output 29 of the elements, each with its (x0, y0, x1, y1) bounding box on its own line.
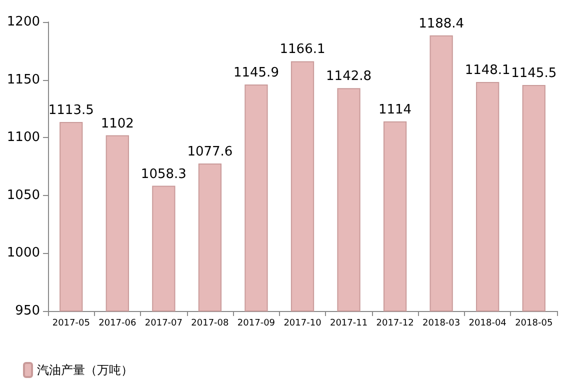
x-tick-label: 2017-12 (376, 318, 414, 328)
x-tick-label: 2018-04 (468, 318, 507, 328)
data-label: 1145.5 (511, 66, 557, 81)
x-tick-label: 2017-09 (237, 318, 276, 328)
y-tick-label: 1200 (6, 14, 40, 30)
data-label: 1113.5 (48, 102, 94, 118)
x-tick-label: 2017-10 (284, 318, 322, 328)
data-label: 1102 (100, 116, 134, 132)
x-tick-label: 2017-11 (330, 318, 368, 328)
x-tick-label: 2017-07 (144, 318, 182, 328)
x-tick-label: 2017-05 (52, 318, 90, 328)
data-label: 1145.9 (233, 66, 279, 81)
x-tick-label: 2017-08 (191, 318, 230, 328)
y-tick-label: 1050 (6, 188, 40, 203)
data-label: 1114 (378, 102, 412, 118)
data-label: 1142.8 (326, 69, 372, 84)
x-tick-label: 2018-05 (515, 318, 553, 328)
y-tick-label: 1150 (6, 72, 40, 88)
data-label: 1077.6 (187, 144, 233, 160)
x-tick-label: 2017-06 (98, 318, 136, 328)
legend-label: 汽油产量（万吨） (37, 363, 133, 377)
y-tick-label: 1100 (6, 130, 40, 146)
x-tick-label: 2018-03 (422, 318, 460, 328)
data-label: 1148.1 (464, 62, 510, 78)
data-label: 1166.1 (280, 42, 326, 58)
data-label: 1188.4 (418, 16, 464, 32)
y-tick-label: 1000 (6, 246, 40, 261)
y-tick-label: 950 (15, 304, 40, 318)
data-label: 1058.3 (140, 166, 186, 182)
